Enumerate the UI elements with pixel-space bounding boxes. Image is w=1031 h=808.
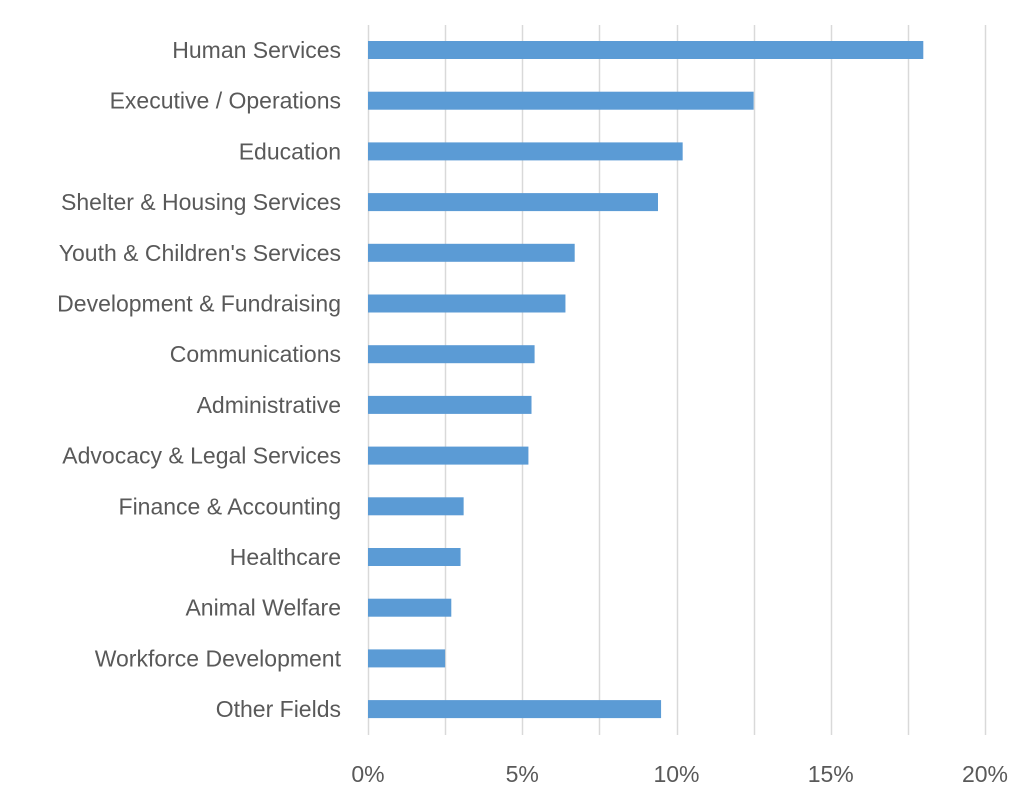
category-label: Human Services — [172, 37, 341, 63]
bars — [368, 41, 924, 719]
bar — [368, 395, 532, 414]
bar — [368, 649, 446, 668]
bar — [368, 598, 452, 617]
bar — [368, 497, 464, 516]
category-label: Shelter & Housing Services — [61, 189, 341, 215]
x-tick-label: 20% — [962, 761, 1008, 787]
bar — [368, 41, 924, 59]
bar — [368, 142, 683, 161]
bar — [368, 446, 529, 465]
category-label: Workforce Development — [95, 645, 342, 671]
bar — [368, 193, 658, 212]
category-labels: Human Services Executive / Operations Educ… — [57, 37, 341, 722]
category-label: Executive / Operations — [110, 88, 341, 114]
bar — [368, 243, 575, 262]
bar — [368, 548, 461, 566]
category-label: Youth & Children's Services — [59, 240, 341, 266]
category-label: Education — [239, 138, 341, 164]
category-label: Development & Fundraising — [57, 291, 341, 317]
category-label: Other Fields — [216, 696, 341, 722]
x-axis-tick-labels: 0% 5% 10% 15% 20% — [351, 761, 1008, 787]
x-tick-label: 5% — [506, 761, 539, 787]
bar — [368, 294, 566, 313]
bar — [368, 345, 535, 364]
category-label: Advocacy & Legal Services — [62, 443, 341, 469]
category-label: Administrative — [197, 392, 341, 418]
category-label: Healthcare — [230, 544, 341, 570]
category-label: Animal Welfare — [185, 595, 341, 621]
category-label: Finance & Accounting — [119, 493, 341, 519]
category-label: Communications — [170, 341, 341, 367]
bar — [368, 700, 662, 719]
x-tick-label: 10% — [653, 761, 699, 787]
gridlines — [367, 25, 987, 735]
x-tick-label: 0% — [351, 761, 384, 787]
x-tick-label: 15% — [808, 761, 854, 787]
bar — [368, 91, 754, 110]
